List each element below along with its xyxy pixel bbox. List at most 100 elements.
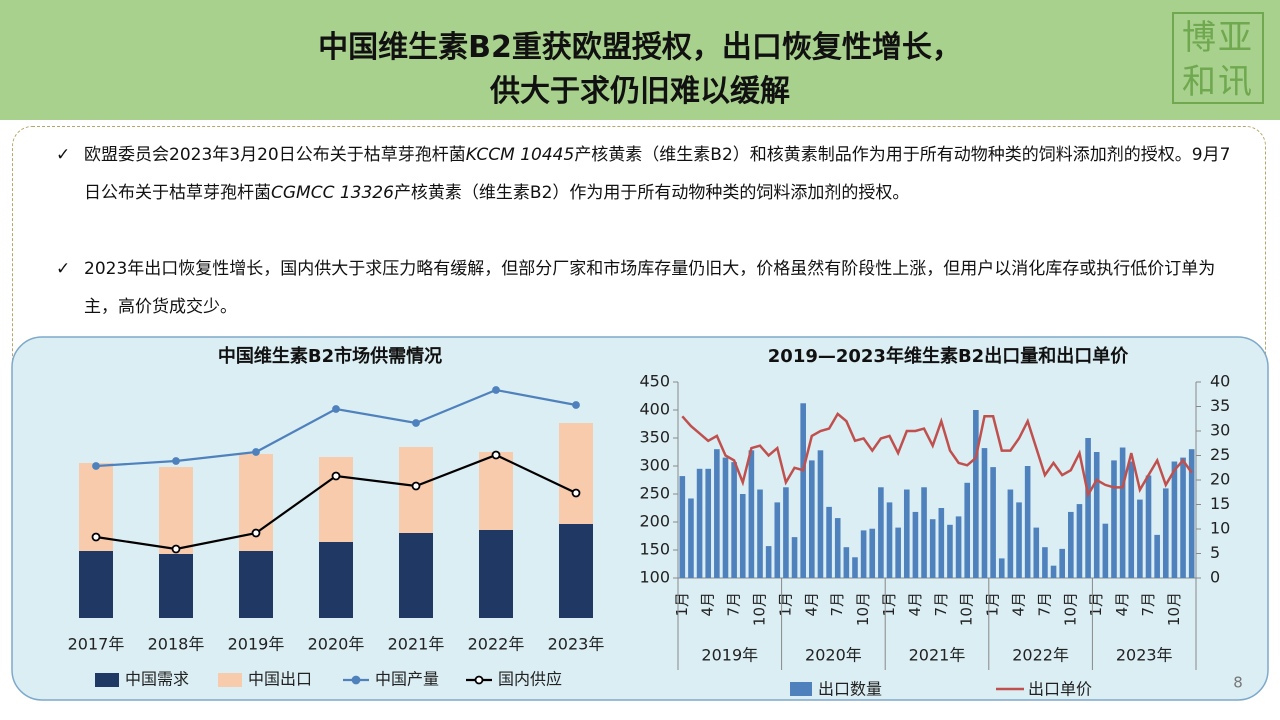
y-tick-label: 250 bbox=[639, 484, 670, 503]
x-tick-label: 10月 bbox=[751, 592, 769, 626]
bar bbox=[981, 448, 988, 578]
y2-tick-label: 30 bbox=[1210, 421, 1230, 440]
bar bbox=[809, 460, 815, 578]
title-line: 中国维生素B2重获欧盟授权，出口恢复性增长， bbox=[318, 30, 962, 65]
bar bbox=[869, 528, 876, 578]
header: 中国维生素B2重获欧盟授权，出口恢复性增长， 供大于求仍旧难以缓解 博亚和讯 bbox=[0, 0, 1280, 120]
bar bbox=[800, 403, 806, 578]
y2-tick-label: 10 bbox=[1210, 519, 1230, 538]
marker bbox=[92, 462, 100, 470]
x-tick-label: 4月 bbox=[802, 592, 820, 617]
marker bbox=[572, 401, 580, 409]
x-tick-label: 2017年 bbox=[68, 635, 125, 654]
y2-tick-label: 35 bbox=[1210, 396, 1230, 415]
bar bbox=[834, 518, 841, 578]
x-tick-label: 4月 bbox=[1113, 592, 1131, 617]
x-tick-label: 2019年 bbox=[228, 635, 285, 654]
bar bbox=[817, 450, 824, 578]
marker bbox=[491, 450, 501, 460]
group-label: 2021年 bbox=[909, 646, 966, 665]
bar bbox=[921, 487, 927, 578]
marker bbox=[492, 386, 500, 394]
bar bbox=[783, 487, 789, 578]
bar bbox=[1024, 466, 1031, 578]
marker bbox=[252, 448, 260, 456]
x-tick-label: 2018年 bbox=[148, 635, 205, 654]
legend-label: 出口单价 bbox=[1028, 680, 1092, 699]
marker bbox=[411, 481, 421, 491]
bar bbox=[964, 482, 971, 578]
marker bbox=[171, 544, 181, 554]
bar bbox=[1068, 511, 1074, 578]
x-tick-label: 10月 bbox=[958, 592, 976, 626]
bar bbox=[748, 450, 755, 578]
bar bbox=[903, 489, 910, 578]
bar bbox=[1137, 499, 1143, 578]
legend-swatch bbox=[218, 673, 242, 687]
x-tick-label: 7月 bbox=[725, 592, 743, 617]
bar bbox=[1102, 523, 1109, 578]
bar bbox=[852, 557, 858, 578]
bar bbox=[1059, 548, 1065, 578]
x-tick-label: 1月 bbox=[880, 592, 898, 617]
bar bbox=[559, 423, 593, 524]
y2-tick-label: 20 bbox=[1210, 470, 1230, 489]
bar bbox=[399, 533, 433, 618]
bar bbox=[774, 502, 781, 578]
y-tick-label: 350 bbox=[639, 428, 670, 447]
bar bbox=[990, 467, 996, 578]
y-tick-label: 100 bbox=[639, 568, 670, 587]
bar bbox=[1188, 449, 1195, 578]
group-label: 2023年 bbox=[1116, 646, 1173, 665]
group-label: 2022年 bbox=[1012, 646, 1069, 665]
legend-swatch bbox=[790, 682, 812, 696]
marker bbox=[571, 488, 581, 498]
bullet-text: KCCM 10445 bbox=[465, 145, 575, 165]
bar bbox=[973, 410, 979, 578]
x-tick-label: 7月 bbox=[1035, 592, 1053, 617]
bar bbox=[1128, 461, 1135, 578]
bar bbox=[947, 524, 953, 578]
bar bbox=[757, 489, 763, 578]
legend-label: 出口数量 bbox=[818, 680, 882, 699]
x-tick-label: 4月 bbox=[1010, 592, 1028, 617]
bar bbox=[929, 519, 936, 578]
bar bbox=[79, 551, 113, 618]
bar bbox=[239, 551, 273, 618]
marker bbox=[251, 528, 261, 538]
y2-tick-label: 5 bbox=[1210, 543, 1220, 562]
bar bbox=[826, 506, 832, 578]
bar bbox=[159, 554, 193, 618]
bar bbox=[1016, 502, 1022, 578]
x-tick-label: 2022年 bbox=[468, 635, 525, 654]
bullet-text: 产核黄素（维生素B2）和核黄素制品作为用于所有动物种类的饲料添加剂的授权。9月7… bbox=[84, 145, 1231, 203]
x-tick-label: 1月 bbox=[776, 592, 794, 617]
bar bbox=[1180, 457, 1186, 578]
bar bbox=[714, 449, 720, 578]
marker bbox=[172, 457, 180, 465]
bar bbox=[319, 457, 353, 542]
bar bbox=[1093, 452, 1100, 578]
y2-tick-label: 0 bbox=[1210, 568, 1220, 587]
bar bbox=[1171, 461, 1178, 578]
bar bbox=[1111, 460, 1117, 578]
bullet-text: 2023年出口恢复性增长，国内供大于求压力略有缓解，但部分厂家和市场库存量仍旧大… bbox=[84, 259, 1216, 317]
bar bbox=[1007, 489, 1014, 578]
legend-label: 中国出口 bbox=[248, 670, 312, 689]
bar bbox=[1145, 475, 1152, 578]
bullet-text: 欧盟委员会2023年3月20日公布关于枯草芽孢杆菌 bbox=[84, 145, 466, 165]
y-tick-label: 200 bbox=[639, 512, 670, 531]
bar bbox=[1050, 565, 1057, 578]
logo: 博亚和讯 bbox=[1172, 12, 1264, 104]
y-tick-label: 400 bbox=[639, 400, 670, 419]
marker bbox=[332, 405, 340, 413]
bar bbox=[1076, 504, 1083, 578]
bar bbox=[938, 508, 945, 578]
title-line: 供大于求仍旧难以缓解 bbox=[490, 74, 790, 109]
page-number: 8 bbox=[1233, 674, 1243, 692]
bar bbox=[479, 530, 513, 618]
bar bbox=[688, 498, 694, 578]
bar bbox=[1033, 527, 1040, 578]
